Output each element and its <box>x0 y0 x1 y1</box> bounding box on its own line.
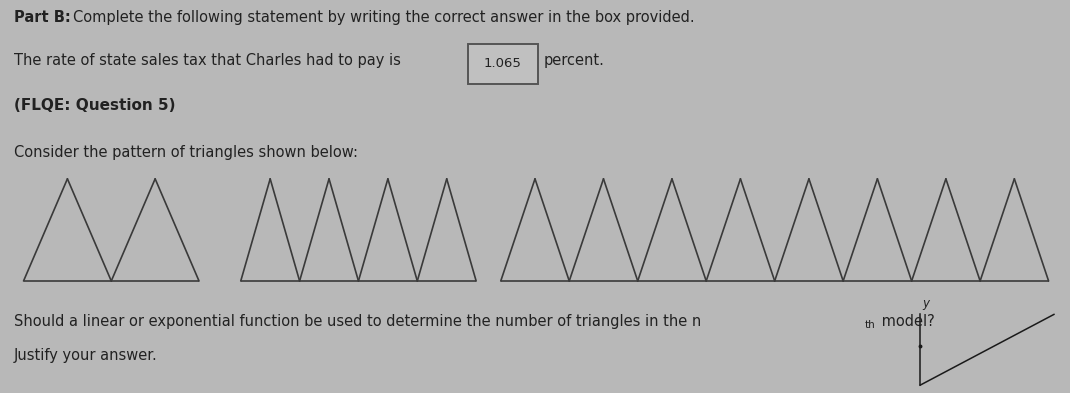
Text: (FLQE: Question 5): (FLQE: Question 5) <box>14 98 175 113</box>
Text: percent.: percent. <box>544 53 605 68</box>
Text: Should a linear or exponential function be used to determine the number of trian: Should a linear or exponential function … <box>14 314 701 329</box>
Text: Consider the pattern of triangles shown below:: Consider the pattern of triangles shown … <box>14 145 357 160</box>
Text: Part B:: Part B: <box>14 10 71 25</box>
Text: Justify your answer.: Justify your answer. <box>14 348 157 363</box>
Text: model?: model? <box>877 314 935 329</box>
Text: Complete the following statement by writing the correct answer in the box provid: Complete the following statement by writ… <box>73 10 694 25</box>
Text: y: y <box>922 298 930 310</box>
FancyBboxPatch shape <box>468 44 538 84</box>
Text: The rate of state sales tax that Charles had to pay is: The rate of state sales tax that Charles… <box>14 53 401 68</box>
Text: th: th <box>865 320 875 330</box>
Text: 1.065: 1.065 <box>484 57 522 70</box>
